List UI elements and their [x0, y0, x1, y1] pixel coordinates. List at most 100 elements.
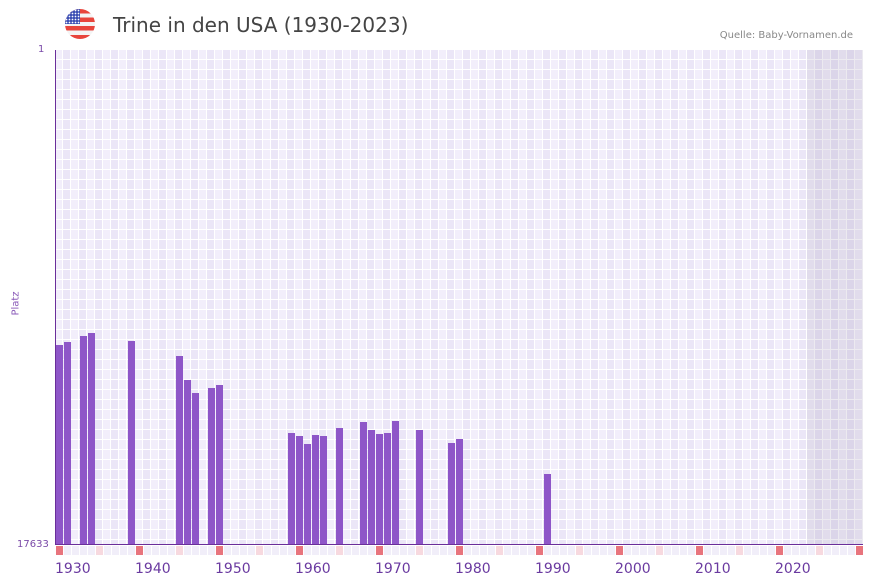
year-marker — [592, 546, 599, 555]
year-marker — [216, 546, 223, 555]
year-marker — [272, 546, 279, 555]
year-marker — [760, 546, 767, 555]
bar-1960[interactable] — [296, 436, 303, 545]
year-marker — [240, 546, 247, 555]
bar-1950[interactable] — [216, 385, 223, 545]
year-marker — [656, 546, 663, 555]
year-marker — [56, 546, 63, 555]
year-marker — [832, 546, 839, 555]
year-marker — [816, 546, 823, 555]
year-marker — [408, 546, 415, 555]
year-marker — [72, 546, 79, 555]
year-marker — [184, 546, 191, 555]
year-markers — [55, 546, 863, 555]
year-marker — [120, 546, 127, 555]
year-marker — [336, 546, 343, 555]
year-marker — [432, 546, 439, 555]
year-marker — [448, 546, 455, 555]
year-marker — [728, 546, 735, 555]
bar-1963[interactable] — [320, 436, 327, 545]
year-marker — [672, 546, 679, 555]
x-tick-label: 2020 — [775, 561, 811, 577]
bar-1945[interactable] — [176, 356, 183, 545]
year-marker — [632, 546, 639, 555]
year-marker — [256, 546, 263, 555]
bar-1968[interactable] — [360, 422, 367, 545]
bar-1972[interactable] — [392, 421, 399, 545]
year-marker — [104, 546, 111, 555]
bar-1975[interactable] — [416, 430, 423, 545]
chart-title: Trine in den USA (1930-2023) — [113, 13, 409, 37]
year-marker — [776, 546, 783, 555]
year-marker — [96, 546, 103, 555]
year-marker — [544, 546, 551, 555]
y-bottom-label: 17633 — [17, 539, 49, 550]
bar-1970[interactable] — [376, 434, 383, 545]
year-marker — [648, 546, 655, 555]
year-marker — [736, 546, 743, 555]
bar-1959[interactable] — [288, 433, 295, 545]
x-tick-label: 1950 — [215, 561, 251, 577]
year-marker — [376, 546, 383, 555]
bar-1962[interactable] — [312, 435, 319, 545]
bar-1971[interactable] — [384, 433, 391, 545]
year-marker — [552, 546, 559, 555]
bar-1934[interactable] — [88, 333, 95, 545]
bar-1991[interactable] — [544, 474, 551, 545]
x-axis-line — [55, 544, 863, 545]
us-flag-icon — [65, 9, 95, 39]
bar-1946[interactable] — [184, 380, 191, 545]
year-marker — [840, 546, 847, 555]
year-marker — [208, 546, 215, 555]
bar-1980[interactable] — [456, 439, 463, 545]
year-marker — [80, 546, 87, 555]
y-axis-line — [55, 50, 56, 545]
year-marker — [560, 546, 567, 555]
x-tick-label: 1940 — [135, 561, 171, 577]
year-marker — [144, 546, 151, 555]
year-marker — [584, 546, 591, 555]
year-marker — [456, 546, 463, 555]
bar-1979[interactable] — [448, 443, 455, 545]
year-marker — [704, 546, 711, 555]
year-marker — [312, 546, 319, 555]
year-marker — [472, 546, 479, 555]
year-marker — [296, 546, 303, 555]
bar-1930[interactable] — [56, 345, 63, 545]
year-marker — [640, 546, 647, 555]
bar-1949[interactable] — [208, 388, 215, 545]
year-marker — [344, 546, 351, 555]
year-marker — [800, 546, 807, 555]
year-marker — [856, 546, 863, 555]
bar-1947[interactable] — [192, 393, 199, 545]
year-marker — [328, 546, 335, 555]
year-marker — [360, 546, 367, 555]
year-marker — [664, 546, 671, 555]
x-tick-label: 1930 — [55, 561, 91, 577]
year-marker — [680, 546, 687, 555]
bar-1931[interactable] — [64, 342, 71, 545]
year-marker — [512, 546, 519, 555]
year-marker — [488, 546, 495, 555]
x-tick-label: 1970 — [375, 561, 411, 577]
year-marker — [624, 546, 631, 555]
year-marker — [520, 546, 527, 555]
year-marker — [384, 546, 391, 555]
year-marker — [536, 546, 543, 555]
bar-1969[interactable] — [368, 430, 375, 545]
year-marker — [752, 546, 759, 555]
bar-1939[interactable] — [128, 341, 135, 545]
year-marker — [232, 546, 239, 555]
year-marker — [152, 546, 159, 555]
year-marker — [112, 546, 119, 555]
year-marker — [392, 546, 399, 555]
year-marker — [528, 546, 535, 555]
year-marker — [136, 546, 143, 555]
bar-1961[interactable] — [304, 444, 311, 545]
bar-1965[interactable] — [336, 428, 343, 545]
y-axis-title: Platz — [10, 291, 22, 316]
year-marker — [616, 546, 623, 555]
year-marker — [608, 546, 615, 555]
future-years-shading — [807, 50, 863, 545]
bar-1933[interactable] — [80, 336, 87, 545]
